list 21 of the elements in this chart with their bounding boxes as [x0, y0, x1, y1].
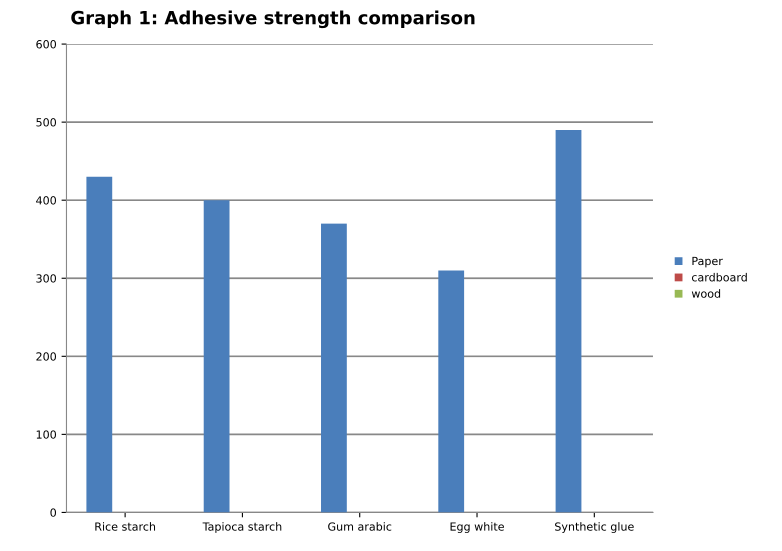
x-tick-label: Gum arabic	[328, 522, 392, 531]
y-tick-label: 400	[36, 196, 56, 205]
legend-label: Paper	[692, 256, 723, 268]
y-tick-label: 100	[36, 430, 56, 439]
x-tick-label: Rice starch	[95, 522, 156, 531]
y-tick-label: 300	[36, 274, 56, 283]
bar	[86, 176, 112, 512]
x-tick-label: Synthetic glue	[555, 522, 634, 533]
y-tick-label: 200	[36, 352, 56, 361]
x-tick-label: Tapioca starch	[202, 522, 282, 533]
chart-title: Graph 1: Adhesive strength comparison	[71, 10, 474, 28]
x-tick-label: Egg white	[450, 522, 504, 533]
bar	[321, 224, 347, 512]
y-tick-label: 0	[50, 508, 56, 517]
y-tick-label: 600	[36, 40, 56, 48]
bar	[556, 130, 582, 512]
legend-label: cardboard	[692, 272, 747, 282]
legend-label: wood	[692, 289, 720, 298]
bar	[438, 270, 464, 512]
bar	[204, 200, 230, 512]
y-tick-label: 500	[36, 118, 56, 127]
